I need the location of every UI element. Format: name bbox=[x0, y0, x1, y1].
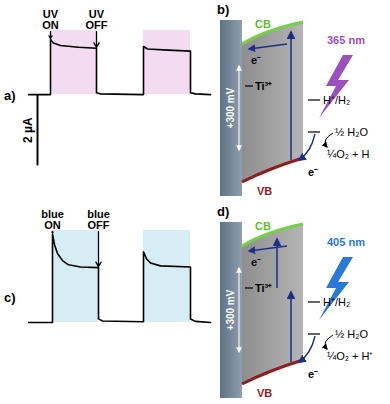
svg-text:¼O₂ + H⁺: ¼O₂ + H⁺ bbox=[327, 350, 373, 362]
svg-text:H⁺/H₂: H⁺/H₂ bbox=[323, 296, 350, 308]
svg-text:Ti³⁺: Ti³⁺ bbox=[255, 80, 272, 92]
svg-text:e⁻: e⁻ bbox=[251, 256, 261, 268]
svg-text:UVON: UVON bbox=[42, 8, 59, 31]
svg-text:½ H₂O: ½ H₂O bbox=[335, 126, 368, 138]
svg-text:405 nm: 405 nm bbox=[327, 236, 365, 248]
svg-text:b): b) bbox=[217, 2, 229, 17]
svg-text:CB: CB bbox=[255, 18, 271, 30]
svg-text:H⁺/H₂: H⁺/H₂ bbox=[323, 94, 350, 106]
svg-text:CB: CB bbox=[255, 220, 271, 232]
svg-text:VB: VB bbox=[257, 387, 272, 399]
svg-text:365 nm: 365 nm bbox=[327, 34, 365, 46]
svg-text:e⁻: e⁻ bbox=[308, 166, 318, 178]
svg-text:½ H₂O: ½ H₂O bbox=[335, 328, 368, 340]
svg-text:2 µA: 2 µA bbox=[21, 117, 35, 143]
svg-text:e⁻: e⁻ bbox=[251, 54, 261, 66]
svg-text:UVOFF: UVOFF bbox=[86, 8, 108, 31]
svg-text:e⁻: e⁻ bbox=[308, 368, 318, 380]
svg-text:+300 mV: +300 mV bbox=[225, 87, 236, 128]
svg-text:d): d) bbox=[217, 204, 229, 219]
svg-text:VB: VB bbox=[257, 185, 272, 197]
html-text:a): a) bbox=[4, 88, 16, 103]
html-text:c): c) bbox=[4, 290, 16, 305]
svg-text:blueOFF: blueOFF bbox=[87, 208, 110, 231]
svg-text:+300 mV: +300 mV bbox=[225, 289, 236, 330]
svg-text:¼O₂ + H: ¼O₂ + H bbox=[327, 148, 370, 160]
svg-text:Ti³⁺: Ti³⁺ bbox=[255, 282, 272, 294]
svg-text:blueON: blueON bbox=[41, 208, 64, 231]
